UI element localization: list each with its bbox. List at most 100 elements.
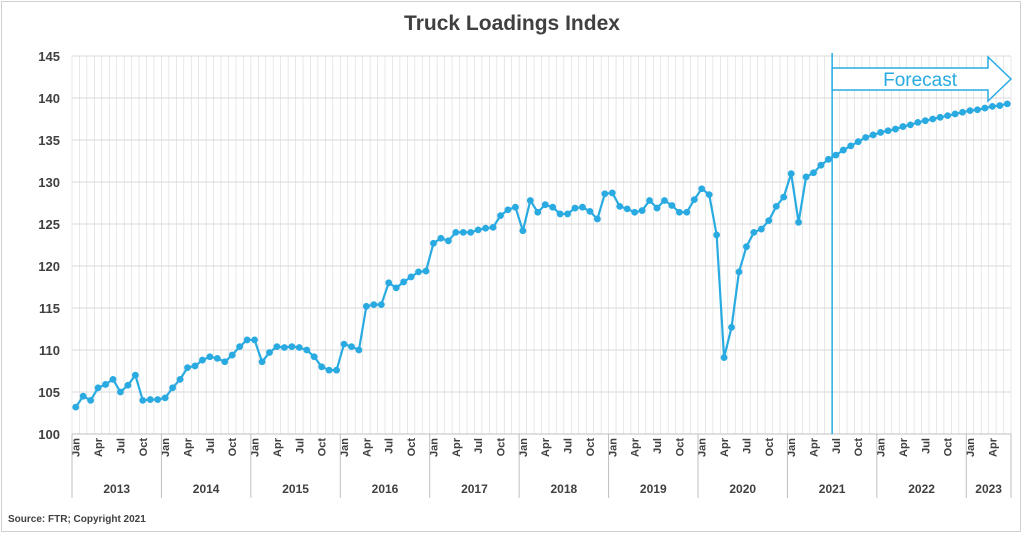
data-point (944, 112, 952, 120)
data-point (847, 142, 855, 150)
month-tick-label: Oct (317, 438, 329, 457)
data-point (601, 190, 609, 198)
data-point (444, 237, 452, 245)
data-point (549, 203, 557, 211)
data-point (482, 224, 490, 232)
data-point (340, 340, 348, 348)
year-label: 2014 (193, 482, 220, 496)
data-point (87, 397, 95, 404)
data-point (146, 396, 154, 403)
data-point (616, 202, 624, 210)
data-point (638, 207, 646, 214)
data-point (720, 354, 728, 361)
data-point (407, 273, 415, 281)
data-point (184, 364, 191, 372)
month-tick-label: Oct (764, 438, 776, 457)
data-point (608, 189, 616, 197)
data-point (862, 134, 870, 141)
year-label: 2013 (103, 482, 130, 496)
data-point (646, 197, 653, 204)
data-point (877, 129, 884, 136)
month-tick-label: Jan (607, 438, 619, 457)
data-point (735, 268, 743, 276)
data-point (899, 123, 907, 130)
data-point (221, 358, 229, 366)
data-point (668, 202, 676, 209)
month-tick-label: Jul (563, 438, 575, 454)
month-tick-label: Jul (473, 438, 485, 454)
data-point (541, 201, 549, 209)
data-point (750, 229, 758, 236)
month-tick-label: Jan (697, 438, 709, 457)
data-point (318, 363, 326, 371)
year-label: 2021 (819, 482, 846, 496)
month-tick-label: Oct (853, 438, 865, 457)
data-point (564, 210, 571, 218)
data-point (914, 118, 922, 126)
data-point (437, 234, 445, 242)
month-tick-label: Apr (451, 437, 463, 457)
y-tick-label: 135 (38, 133, 60, 148)
data-point (653, 204, 661, 212)
data-point (765, 217, 773, 225)
month-tick-label: Oct (406, 438, 418, 457)
data-point (102, 381, 109, 388)
data-point (743, 243, 750, 251)
data-point (452, 229, 460, 236)
data-point (988, 103, 996, 110)
year-label: 2018 (551, 482, 578, 496)
data-point (392, 284, 400, 292)
data-point (996, 102, 1004, 109)
data-point (474, 226, 482, 234)
data-point (117, 388, 124, 396)
year-label: 2019 (640, 482, 667, 496)
data-point (586, 208, 594, 215)
data-point (593, 215, 601, 223)
data-point (310, 353, 318, 361)
month-tick-label: Jul (652, 438, 664, 454)
data-point (795, 218, 803, 226)
data-point (892, 125, 899, 133)
y-tick-label: 115 (39, 301, 60, 316)
data-point (415, 268, 422, 276)
month-tick-label: Oct (674, 438, 686, 457)
data-point (139, 397, 147, 404)
data-point (199, 356, 206, 364)
data-point (534, 208, 542, 216)
data-point (273, 343, 281, 351)
data-point (251, 336, 258, 344)
month-tick-label: Jul (831, 438, 843, 454)
data-point (236, 343, 244, 351)
data-point (631, 208, 639, 216)
month-tick-label: Oct (227, 438, 239, 457)
month-tick-label: Apr (183, 437, 195, 457)
data-point (661, 197, 668, 204)
year-label: 2022 (908, 482, 935, 496)
data-point (906, 121, 914, 129)
month-tick-label: Jan (160, 438, 172, 457)
month-tick-label: Jan (71, 438, 83, 457)
data-point (228, 351, 236, 359)
data-point (825, 155, 832, 163)
data-point (869, 131, 877, 139)
y-tick-label: 120 (38, 259, 60, 274)
data-point (579, 203, 586, 211)
year-label: 2015 (282, 482, 309, 496)
data-point (280, 344, 288, 351)
data-point (713, 231, 721, 239)
data-point (817, 161, 825, 169)
data-point (966, 107, 974, 114)
data-point (839, 146, 847, 154)
month-tick-label: Jul (294, 438, 306, 454)
data-point (489, 223, 497, 231)
year-label: 2020 (729, 482, 756, 496)
data-point (94, 384, 102, 392)
data-point (951, 110, 959, 118)
month-tick-label: Jan (876, 438, 888, 457)
data-point (519, 227, 527, 235)
data-point (400, 278, 408, 286)
data-point (266, 349, 273, 356)
y-tick-label: 125 (38, 217, 60, 232)
data-point (571, 204, 579, 212)
data-point (512, 203, 519, 211)
